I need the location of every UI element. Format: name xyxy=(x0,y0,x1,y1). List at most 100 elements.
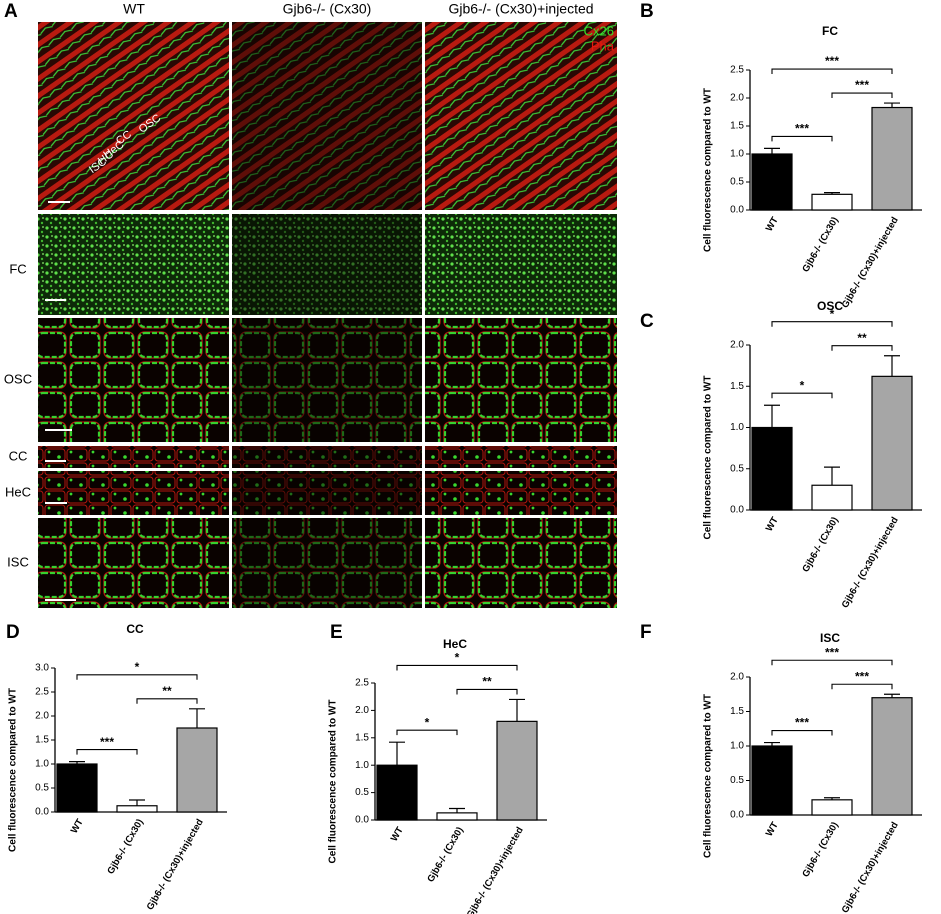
micrograph-texture xyxy=(232,446,422,468)
micrograph-texture xyxy=(232,22,422,210)
bar xyxy=(751,745,793,816)
chart: D CC Cell fluorescence compared to WT 0.0 0.… xyxy=(6,622,227,912)
error-bar xyxy=(764,147,780,154)
y-tick-label: 1.0 xyxy=(355,760,369,771)
x-tick-label: WT xyxy=(764,215,781,233)
micrograph-texture xyxy=(425,471,617,515)
y-tick-label: 0.0 xyxy=(35,807,49,818)
column-header: Gjb6-/- (Cx30)+injected xyxy=(448,1,593,17)
error-bar xyxy=(824,797,840,800)
significance-label: ** xyxy=(857,331,867,345)
y-tick-label: 1.0 xyxy=(730,741,744,752)
significance-bracket xyxy=(831,92,893,99)
chart: E HeC Cell fluorescence compared to WT 0.0 0… xyxy=(328,622,547,914)
y-tick-label: 0.0 xyxy=(730,505,744,516)
x-tick-label: Gjb6-/- (Cx30) xyxy=(800,820,840,879)
significance-label: * xyxy=(455,651,460,665)
significance-label: * xyxy=(425,715,430,729)
y-tick-label: 0.5 xyxy=(355,787,369,798)
bar xyxy=(871,697,913,816)
x-tick-label: Gjb6-/- (Cx30)+injected xyxy=(840,515,901,610)
significance-bracket xyxy=(396,664,518,671)
error-bar xyxy=(69,761,85,764)
y-tick-label: 1.5 xyxy=(730,381,744,392)
y-axis-label: Cell fluorescence compared to WT xyxy=(8,688,19,852)
row-label: HeC xyxy=(5,484,31,499)
bar xyxy=(811,799,853,816)
micrograph-texture xyxy=(425,22,617,210)
bar xyxy=(751,426,793,511)
error-bar xyxy=(449,807,465,813)
row-label: FC xyxy=(9,261,26,276)
y-tick-label: 2.0 xyxy=(355,705,369,716)
bar xyxy=(376,764,418,821)
column-header: Gjb6-/- (Cx30) xyxy=(283,1,372,17)
y-tick-label: 0.5 xyxy=(35,783,49,794)
micrograph-texture xyxy=(38,446,229,468)
x-tick-label: Gjb6-/- (Cx30) xyxy=(105,817,145,876)
significance-bracket xyxy=(771,68,893,75)
bar xyxy=(811,484,853,511)
error-bar xyxy=(189,708,205,728)
stain-label: Pha xyxy=(591,38,615,53)
micrograph-texture xyxy=(232,518,422,608)
row-label: OSC xyxy=(4,371,32,386)
x-tick-label: WT xyxy=(389,825,406,843)
y-tick-label: 2.0 xyxy=(730,340,744,351)
y-tick-label: 2.5 xyxy=(730,65,744,76)
significance-label: *** xyxy=(795,716,809,730)
y-tick-label: 0.0 xyxy=(730,205,744,216)
y-tick-label: 0.5 xyxy=(730,775,744,786)
x-tick-label: Gjb6-/- (Cx30)+injected xyxy=(465,825,526,914)
bar xyxy=(871,375,913,511)
chart-title: ISC xyxy=(820,631,840,645)
error-bar xyxy=(764,404,780,428)
bar xyxy=(811,193,853,211)
chart-title: CC xyxy=(126,622,144,636)
y-tick-label: 1.0 xyxy=(730,149,744,160)
x-tick-label: Gjb6-/- (Cx30) xyxy=(425,825,465,884)
bar xyxy=(496,720,538,821)
y-axis-label: Cell fluorescence compared to WT xyxy=(703,88,714,252)
micrograph-texture xyxy=(232,471,422,515)
micrograph-texture xyxy=(425,214,617,315)
micrograph-texture xyxy=(38,22,229,210)
error-bar xyxy=(764,741,780,746)
y-tick-label: 1.0 xyxy=(730,422,744,433)
micrograph-texture xyxy=(38,518,229,608)
micrograph-texture xyxy=(38,471,229,515)
x-tick-label: WT xyxy=(69,817,86,835)
chart: C OSC Cell fluorescence compared to WT 0.0 0… xyxy=(640,299,922,610)
panel-label: B xyxy=(640,1,654,22)
significance-label: *** xyxy=(795,122,809,136)
bar xyxy=(116,805,158,813)
significance-bracket xyxy=(136,698,198,704)
significance-label: ** xyxy=(482,675,492,689)
significance-label: *** xyxy=(825,54,839,68)
x-tick-label: WT xyxy=(764,515,781,533)
significance-label: *** xyxy=(855,78,869,92)
y-tick-label: 1.5 xyxy=(730,121,744,132)
x-tick-label: Gjb6-/- (Cx30)+injected xyxy=(840,820,901,914)
chart: B FC Cell fluorescence compared to WT 0.0 0.… xyxy=(640,1,922,310)
micrograph-texture xyxy=(38,318,229,442)
bar xyxy=(176,727,218,813)
error-bar xyxy=(129,799,145,806)
panel-label: E xyxy=(330,622,343,643)
y-axis-label: Cell fluorescence compared to WT xyxy=(328,700,339,864)
y-tick-label: 0.0 xyxy=(355,815,369,826)
bar xyxy=(436,812,478,821)
micrograph-texture xyxy=(425,318,617,442)
panel-label: F xyxy=(640,622,652,643)
error-bar xyxy=(884,355,900,377)
significance-bracket xyxy=(396,729,458,736)
significance-bracket xyxy=(76,674,198,680)
y-axis-label: Cell fluorescence compared to WT xyxy=(703,376,714,540)
panel-a: A WT Gjb6-/- (Cx30) Gjb6-/- (Cx30)+injec… xyxy=(4,1,617,608)
error-bar xyxy=(509,698,525,722)
significance-bracket xyxy=(771,392,833,399)
micrograph-texture xyxy=(425,518,617,608)
chart-title: OSC xyxy=(817,299,843,313)
column-header: WT xyxy=(123,1,145,17)
